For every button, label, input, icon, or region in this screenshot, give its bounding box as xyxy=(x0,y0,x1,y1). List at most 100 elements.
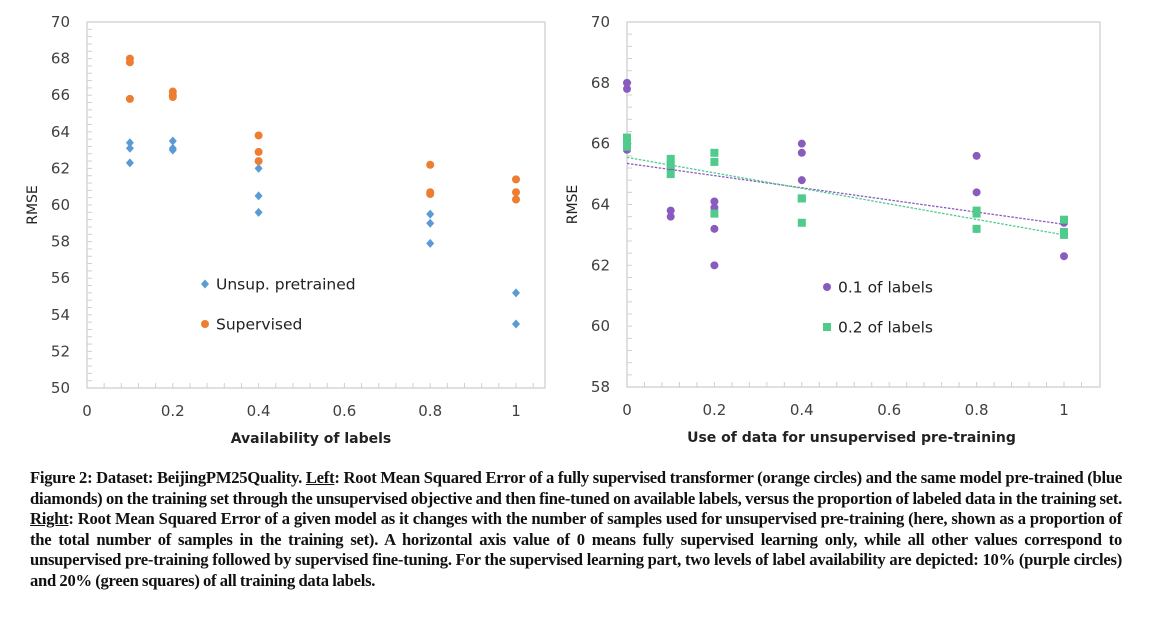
y-axis-title: RMSE xyxy=(25,185,41,225)
x-tick-label: 0.8 xyxy=(965,401,989,419)
legend-label: 0.2 of labels xyxy=(838,319,933,337)
data-point xyxy=(168,93,177,102)
series-unsup-pretrained xyxy=(125,136,520,329)
x-axis-title: Availability of labels xyxy=(231,431,392,447)
data-point xyxy=(125,158,134,168)
figure-caption: Figure 2: Dataset: BeijingPM25Quality. L… xyxy=(30,468,1122,592)
y-tick-label: 58 xyxy=(591,378,610,396)
data-point xyxy=(666,206,675,215)
data-point xyxy=(125,143,134,153)
y-tick-label: 56 xyxy=(51,269,70,287)
trendline xyxy=(626,162,1065,225)
data-point xyxy=(623,142,631,151)
series-0-2-of-labels xyxy=(623,133,1068,239)
series-0-1-of-labels xyxy=(623,78,1068,270)
x-tick-label: 0.6 xyxy=(332,402,356,420)
data-point xyxy=(797,218,806,227)
x-tick-label: 0 xyxy=(622,401,632,419)
legend-label: 0.1 of labels xyxy=(838,279,933,297)
caption-left-label: Left xyxy=(305,468,335,487)
data-point xyxy=(710,148,719,157)
y-tick-label: 70 xyxy=(51,13,70,31)
data-point xyxy=(797,148,806,157)
data-point xyxy=(125,58,134,67)
caption-right-label: Right xyxy=(30,509,69,529)
x-tick-label: 0.6 xyxy=(877,401,901,419)
y-tick-label: 52 xyxy=(51,342,70,360)
data-point xyxy=(512,288,520,298)
data-point xyxy=(254,131,263,140)
y-axis-title: RMSE xyxy=(565,185,581,225)
data-point xyxy=(125,94,134,103)
x-tick-label: 0.2 xyxy=(161,402,185,420)
data-point xyxy=(623,78,631,87)
data-point xyxy=(666,154,675,163)
y-tick-label: 60 xyxy=(51,196,70,214)
y-tick-label: 58 xyxy=(51,233,70,251)
x-tick-label: 1 xyxy=(511,402,521,420)
data-point xyxy=(710,157,719,166)
legend-marker xyxy=(201,320,209,328)
legend-marker xyxy=(823,323,831,331)
data-point xyxy=(426,160,435,169)
data-point xyxy=(254,163,263,173)
legend-label: Unsup. pretrained xyxy=(216,276,356,294)
data-point xyxy=(797,176,806,185)
data-point xyxy=(623,84,631,93)
data-point xyxy=(1060,252,1068,261)
y-tick-label: 68 xyxy=(51,50,70,68)
data-point xyxy=(168,136,177,146)
x-tick-label: 0 xyxy=(82,402,92,420)
y-tick-label: 68 xyxy=(591,74,610,92)
data-point xyxy=(512,319,520,329)
data-point xyxy=(666,212,675,221)
data-point xyxy=(797,194,806,203)
legend-marker xyxy=(823,283,831,291)
x-tick-label: 1 xyxy=(1059,401,1069,419)
data-point xyxy=(1060,215,1068,224)
data-point xyxy=(710,261,719,270)
caption-left-text: : Root Mean Squared Error of a fully sup… xyxy=(30,468,1122,508)
data-point xyxy=(710,224,719,233)
data-point xyxy=(426,209,435,219)
y-tick-label: 70 xyxy=(591,13,610,31)
data-point xyxy=(1060,230,1068,239)
legend-marker xyxy=(201,279,209,289)
caption-right-text: : Root Mean Squared Error of a given mod… xyxy=(30,509,1122,590)
data-point xyxy=(254,207,263,217)
data-point xyxy=(512,195,520,204)
data-point xyxy=(426,218,435,228)
data-point xyxy=(254,147,263,156)
x-axis-title: Use of data for unsupervised pre-trainin… xyxy=(687,430,1016,446)
y-tick-label: 66 xyxy=(51,86,70,104)
trendline xyxy=(626,156,1065,236)
x-tick-label: 0.2 xyxy=(702,401,726,419)
data-point xyxy=(254,157,263,166)
data-point xyxy=(972,209,981,218)
data-point xyxy=(512,188,520,197)
y-tick-label: 60 xyxy=(591,317,610,335)
data-point xyxy=(512,175,520,184)
series-supervised xyxy=(125,54,520,204)
y-tick-label: 54 xyxy=(51,306,70,324)
y-tick-label: 66 xyxy=(591,135,610,153)
y-tick-label: 64 xyxy=(51,123,70,141)
y-tick-label: 62 xyxy=(591,256,610,274)
data-point xyxy=(168,145,177,155)
data-point xyxy=(972,224,981,233)
left-scatter-chart: 50 52 54 56 58 60 62 64 66 68 70 0 0.2 0.4 0.6 0.8 1 Avai… xyxy=(25,13,546,447)
y-tick-label: 64 xyxy=(591,196,610,214)
data-point xyxy=(972,151,981,160)
x-tick-label: 0.8 xyxy=(418,402,442,420)
x-tick-label: 0.4 xyxy=(247,402,271,420)
caption-lead: Figure 2: Dataset: BeijingPM25Quality. xyxy=(30,468,306,487)
data-point xyxy=(666,160,675,169)
data-point xyxy=(710,197,719,206)
y-tick-label: 50 xyxy=(51,379,70,397)
data-point xyxy=(426,190,435,199)
data-point xyxy=(797,139,806,148)
y-tick-label: 62 xyxy=(51,159,70,177)
data-point xyxy=(623,136,631,145)
data-point xyxy=(426,238,435,248)
x-tick-label: 0.4 xyxy=(790,401,814,419)
